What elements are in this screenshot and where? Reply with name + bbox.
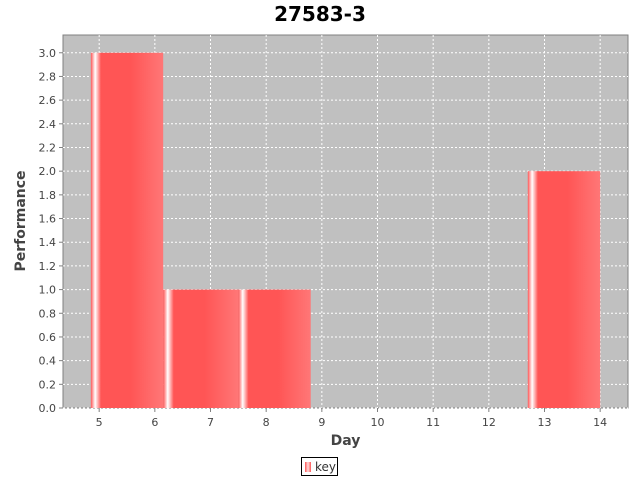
- x-tick-label: 8: [263, 416, 270, 429]
- bar: [238, 289, 311, 408]
- x-tick-label: 14: [593, 416, 607, 429]
- y-tick-label: 2.2: [39, 141, 57, 154]
- x-tick-label: 10: [371, 416, 385, 429]
- y-tick-label: 2.8: [39, 70, 57, 83]
- y-tick-label: 2.6: [39, 94, 57, 107]
- y-tick-label: 1.8: [39, 189, 57, 202]
- x-tick-label: 12: [482, 416, 496, 429]
- y-tick-label: 3.0: [39, 47, 57, 60]
- y-tick-label: 2.4: [39, 118, 57, 131]
- y-tick-label: 0.0: [39, 402, 57, 415]
- bar: [163, 289, 239, 408]
- legend-label: key: [315, 459, 337, 474]
- bar: [527, 171, 601, 408]
- y-tick-label: 0.6: [39, 331, 57, 344]
- y-tick-label: 0.4: [39, 355, 57, 368]
- x-tick-label: 11: [426, 416, 440, 429]
- x-tick-label: 6: [151, 416, 158, 429]
- chart-title: 27583-3: [274, 2, 366, 26]
- y-tick-label: 0.2: [39, 378, 57, 391]
- bar: [90, 52, 164, 409]
- x-tick-label: 7: [207, 416, 214, 429]
- axes: 0.0 0.2 0.4 0.6 0.8 1.0 1.2 1.4 1.6 1.8 2.0 2.2 2.4 2…: [39, 47, 608, 429]
- y-axis-label: Performance: [13, 170, 29, 271]
- y-tick-label: 1.2: [39, 260, 57, 273]
- y-tick-label: 1.0: [39, 284, 57, 297]
- legend: key: [301, 457, 338, 476]
- x-tick-label: 13: [538, 416, 552, 429]
- y-tick-label: 1.4: [39, 236, 57, 249]
- legend-swatch-icon: [305, 461, 311, 472]
- bars: [90, 52, 601, 409]
- y-tick-label: 0.8: [39, 307, 57, 320]
- x-axis-label: Day: [331, 433, 361, 449]
- x-tick-label: 5: [96, 416, 103, 429]
- y-tick-label: 2.0: [39, 165, 57, 178]
- y-tick-label: 1.6: [39, 213, 57, 226]
- x-tick-label: 9: [318, 416, 325, 429]
